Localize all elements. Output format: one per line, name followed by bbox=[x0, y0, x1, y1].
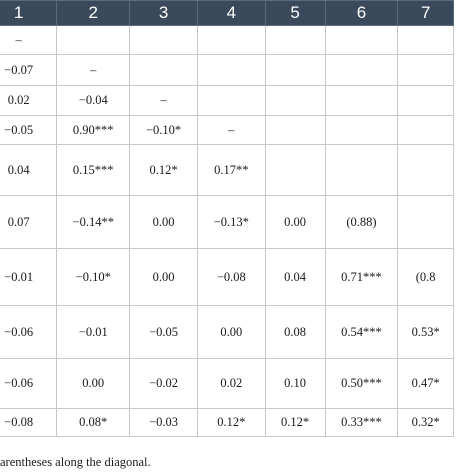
table-cell: −0.14** bbox=[56, 195, 131, 249]
table-cell: −0.05 bbox=[129, 305, 198, 359]
table-cell: 0.02 bbox=[196, 358, 266, 409]
table-cell bbox=[129, 54, 198, 86]
column-header: 4 bbox=[196, 0, 266, 26]
table-cell: – bbox=[196, 115, 266, 145]
table-cell: −0.02 bbox=[129, 358, 198, 409]
table-cell: −0.03 bbox=[129, 408, 198, 437]
table-cell bbox=[324, 85, 399, 116]
table-cell: 0.00 bbox=[129, 195, 198, 249]
table-cell: 0.12* bbox=[264, 408, 326, 437]
table-footnote: arentheses along the diagonal. bbox=[0, 455, 151, 469]
table-cell bbox=[264, 25, 326, 55]
table-cell: (0.88) bbox=[324, 195, 399, 249]
table-cell bbox=[196, 54, 266, 86]
table-cell: 0.33*** bbox=[324, 408, 399, 437]
table-row: −0.06 0.00 −0.02 0.02 0.10 0.50*** 0.47* bbox=[0, 358, 454, 409]
table-cell bbox=[196, 25, 266, 55]
table-cell: −0.01 bbox=[0, 248, 58, 306]
table-cell: −0.13* bbox=[196, 195, 266, 249]
table-cell: 0.50*** bbox=[324, 358, 399, 409]
column-header: 1 bbox=[0, 0, 58, 26]
column-header: 5 bbox=[264, 0, 326, 26]
table-row: 0.07 −0.14** 0.00 −0.13* 0.00 (0.88) bbox=[0, 195, 454, 249]
table-cell: – bbox=[129, 85, 198, 116]
table-cell: −0.06 bbox=[0, 305, 58, 359]
table-cell: −0.06 bbox=[0, 358, 58, 409]
table-cell: 0.00 bbox=[129, 248, 198, 306]
column-header: 3 bbox=[129, 0, 198, 26]
table-row: −0.07 – bbox=[0, 54, 454, 86]
table-cell: 0.00 bbox=[56, 358, 131, 409]
table-cell: 0.00 bbox=[196, 305, 266, 359]
table-cell: 0.08* bbox=[56, 408, 131, 437]
table-cell: 0.04 bbox=[0, 144, 58, 196]
table-cell bbox=[264, 54, 326, 86]
table-row: −0.05 0.90*** −0.10* – bbox=[0, 115, 454, 145]
table-cell: 0.15*** bbox=[56, 144, 131, 196]
table-cell bbox=[324, 144, 399, 196]
table-cell bbox=[397, 115, 454, 145]
table-cell: −0.08 bbox=[196, 248, 266, 306]
table-cell bbox=[397, 195, 454, 249]
correlation-table: 1 2 3 4 5 6 7 – −0.07 – bbox=[0, 0, 454, 437]
table-cell: 0.53* bbox=[397, 305, 454, 359]
table-cell: 0.08 bbox=[264, 305, 326, 359]
table-cell bbox=[196, 85, 266, 116]
table-cell: −0.04 bbox=[56, 85, 131, 116]
column-header: 2 bbox=[56, 0, 131, 26]
table-cell: 0.32* bbox=[397, 408, 454, 437]
table-cell: 0.90*** bbox=[56, 115, 131, 145]
table-cell bbox=[264, 115, 326, 145]
table-cell: 0.00 bbox=[264, 195, 326, 249]
table-row: 0.02 −0.04 – bbox=[0, 85, 454, 116]
table-cell: – bbox=[0, 25, 58, 55]
table-cell: (0.8 bbox=[397, 248, 454, 306]
table-cell: 0.12* bbox=[129, 144, 198, 196]
table-cell: −0.10* bbox=[129, 115, 198, 145]
table-row: −0.01 −0.10* 0.00 −0.08 0.04 0.71*** (0.… bbox=[0, 248, 454, 306]
table-cell bbox=[129, 25, 198, 55]
table-cell: 0.12* bbox=[196, 408, 266, 437]
table-row: −0.06 −0.01 −0.05 0.00 0.08 0.54*** 0.53… bbox=[0, 305, 454, 359]
table-cell: 0.04 bbox=[264, 248, 326, 306]
column-header: 6 bbox=[324, 0, 399, 26]
table-cell: −0.07 bbox=[0, 54, 58, 86]
table-cell bbox=[324, 54, 399, 86]
table-cell bbox=[397, 54, 454, 86]
table-row: 0.04 0.15*** 0.12* 0.17** bbox=[0, 144, 454, 196]
table-cell bbox=[264, 85, 326, 116]
table-cell bbox=[397, 85, 454, 116]
table-cell: −0.08 bbox=[0, 408, 58, 437]
table-row: – bbox=[0, 25, 454, 55]
table-cell: 0.07 bbox=[0, 195, 58, 249]
table-cell: 0.17** bbox=[196, 144, 266, 196]
table-cell: 0.10 bbox=[264, 358, 326, 409]
table-cell: −0.10* bbox=[56, 248, 131, 306]
table-cell: −0.01 bbox=[56, 305, 131, 359]
table-row: −0.08 0.08* −0.03 0.12* 0.12* 0.33*** 0.… bbox=[0, 408, 454, 437]
table-cell bbox=[56, 25, 131, 55]
table-cell: 0.71*** bbox=[324, 248, 399, 306]
column-header: 7 bbox=[397, 0, 454, 26]
table-cell: – bbox=[56, 54, 131, 86]
table-cell: 0.02 bbox=[0, 85, 58, 116]
table-cell bbox=[397, 144, 454, 196]
table-cell bbox=[324, 25, 399, 55]
table-cell bbox=[324, 115, 399, 145]
table-cell: 0.47* bbox=[397, 358, 454, 409]
table-cell bbox=[397, 25, 454, 55]
header-row: 1 2 3 4 5 6 7 bbox=[0, 0, 454, 26]
table-cell: −0.05 bbox=[0, 115, 58, 145]
table-cell bbox=[264, 144, 326, 196]
table-cell: 0.54*** bbox=[324, 305, 399, 359]
